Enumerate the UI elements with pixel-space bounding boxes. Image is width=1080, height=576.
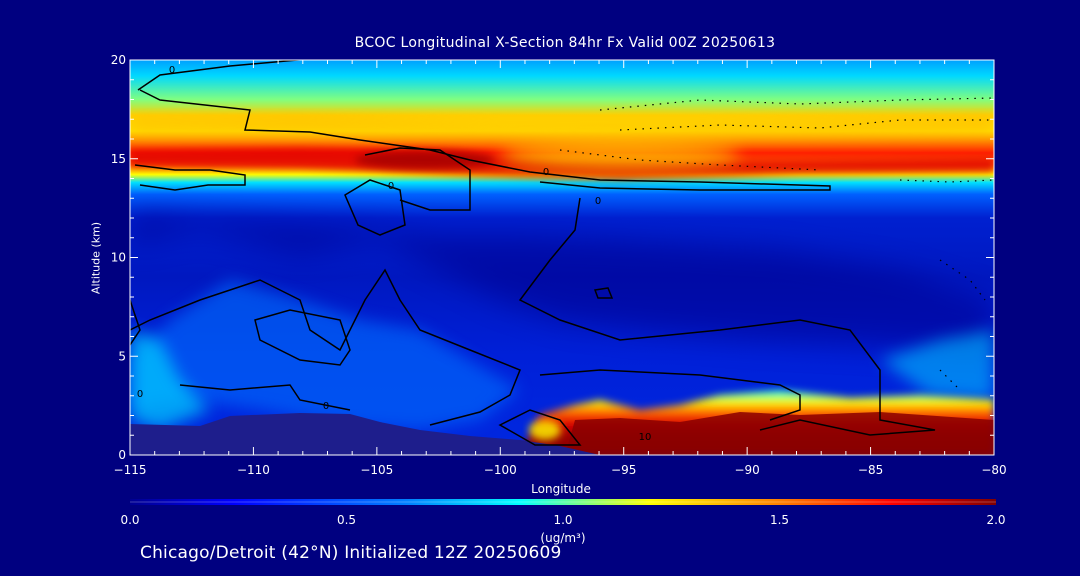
colorbar-tick-label: 2.0 [986, 513, 1005, 527]
footer-label: Chicago/Detroit (42°N) Initialized 12Z 2… [140, 543, 562, 563]
contour-label: 0 [388, 181, 394, 192]
x-tick-label: −95 [611, 463, 636, 477]
colorbar-gradient [130, 499, 996, 505]
x-tick-label: −85 [858, 463, 883, 477]
x-tick-label: −105 [360, 463, 393, 477]
x-tick-label: −90 [734, 463, 759, 477]
contour-label: 10 [639, 432, 652, 443]
contour-label: 0 [169, 65, 175, 76]
colorbar-unit-label: (ug/m³) [540, 531, 585, 545]
x-axis-label: Longitude [531, 482, 591, 496]
contour-lines [130, 60, 936, 446]
dotted-contours [559, 97, 994, 391]
contour-label: 0 [543, 167, 549, 178]
y-tick-label: 10 [111, 251, 126, 265]
contour-label: 0 [323, 401, 329, 412]
colorbar-tick-label: 0.5 [337, 513, 356, 527]
x-tick-label: −80 [981, 463, 1006, 477]
contour-label: 0 [595, 196, 601, 207]
concentration-field [130, 60, 994, 455]
y-axis: 0 5 10 15 20 [111, 53, 994, 462]
colorbar-tick-label: 1.0 [553, 513, 572, 527]
x-tick-label: −100 [484, 463, 517, 477]
colorbar-ticks: 0.0 0.5 1.0 1.5 2.0 [120, 513, 1005, 527]
x-axis: −115 −110 −105 −100 −95 −90 −85 −80 [114, 60, 1007, 477]
y-tick-label: 0 [118, 448, 126, 462]
y-tick-label: 15 [111, 152, 126, 166]
contour-labels: 0 0 0 0 0 0 10 [137, 65, 652, 443]
x-tick-label: −110 [237, 463, 270, 477]
y-tick-label: 20 [111, 53, 126, 67]
colorbar-tick-label: 0.0 [120, 513, 139, 527]
x-tick-label: −115 [114, 463, 147, 477]
y-tick-label: 5 [118, 349, 126, 363]
chart-title: BCOC Longitudinal X-Section 84hr Fx Vali… [354, 35, 776, 51]
colorbar [130, 499, 996, 505]
colorbar-tick-label: 1.5 [770, 513, 789, 527]
contour-label: 0 [137, 389, 143, 400]
